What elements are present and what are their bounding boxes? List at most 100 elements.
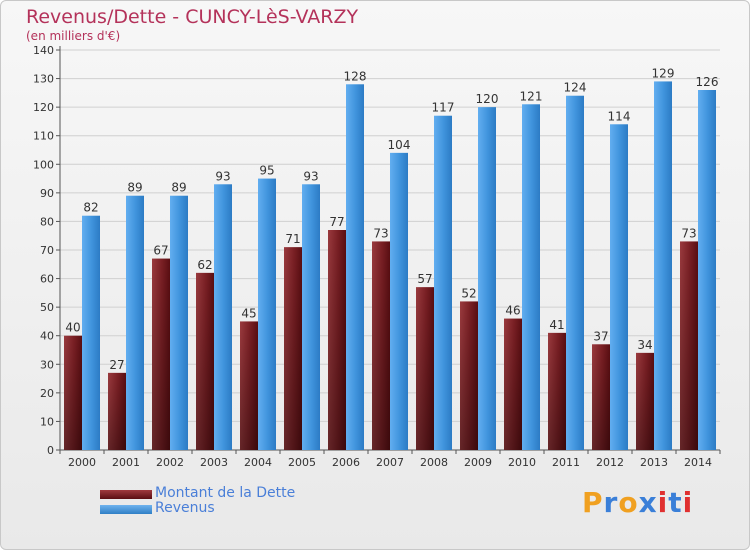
y-tick-label: 110	[33, 130, 54, 143]
y-tick-label: 100	[33, 158, 54, 171]
logo-letter: i	[682, 486, 694, 519]
logo-letter: t	[668, 486, 683, 519]
data-label-revenus: 126	[696, 75, 719, 89]
legend-label-revenus: Revenus	[155, 500, 215, 516]
x-tick-label: 2006	[332, 456, 360, 469]
bar-revenus	[566, 95, 584, 450]
y-tick-label: 80	[40, 215, 54, 228]
data-label-revenus: 82	[83, 201, 98, 215]
bar-revenus	[302, 184, 320, 451]
y-tick-label: 70	[40, 244, 54, 257]
bar-dette-shade	[680, 241, 698, 450]
logo-letter: x	[638, 486, 658, 519]
bar-revenus	[698, 90, 716, 450]
x-tick-label: 2001	[112, 456, 140, 469]
bar-revenus	[522, 104, 540, 451]
bar-revenus	[214, 184, 232, 451]
data-label-revenus: 128	[344, 69, 367, 83]
y-tick-label: 130	[33, 73, 54, 86]
y-tick-label: 0	[47, 444, 54, 457]
data-label-revenus: 93	[215, 169, 230, 183]
y-tick-label: 50	[40, 301, 54, 314]
bar-dette-shade	[328, 230, 346, 450]
logo-letter: i	[657, 486, 669, 519]
x-tick-label: 2008	[420, 456, 448, 469]
data-label-dette: 62	[197, 258, 212, 272]
bar-revenus	[126, 195, 144, 450]
x-tick-label: 2010	[508, 456, 536, 469]
data-label-revenus: 121	[520, 89, 543, 103]
legend-swatch-revenus	[100, 505, 152, 514]
bar-dette-shade	[416, 287, 434, 450]
x-tick-label: 2009	[464, 456, 492, 469]
legend-swatch-dette	[100, 490, 152, 499]
data-label-dette: 37	[593, 329, 608, 343]
bar-dette-shade	[504, 318, 522, 450]
bar-dette-shade	[108, 372, 126, 450]
data-label-dette: 73	[681, 226, 696, 240]
x-tick-label: 2003	[200, 456, 228, 469]
bar-dette-shade	[240, 321, 258, 450]
bar-dette-shade	[64, 335, 82, 450]
data-label-dette: 45	[241, 306, 256, 320]
x-tick-label: 2011	[552, 456, 580, 469]
data-label-dette: 41	[549, 318, 564, 332]
bar-dette-shade	[372, 241, 390, 450]
bar-dette-shade	[548, 332, 566, 450]
x-tick-label: 2012	[596, 456, 624, 469]
bar-revenus	[654, 81, 672, 450]
y-tick-label: 30	[40, 358, 54, 371]
bar-dette-shade	[284, 247, 302, 450]
y-tick-label: 40	[40, 330, 54, 343]
chart-title: Revenus/Dette - CUNCY-LèS-VARZY	[26, 6, 359, 28]
y-tick-label: 140	[33, 44, 54, 57]
bar-revenus	[390, 152, 408, 450]
y-tick-label: 20	[40, 387, 54, 400]
bar-revenus	[258, 178, 276, 451]
bar-revenus	[478, 107, 496, 451]
data-label-dette: 27	[109, 358, 124, 372]
data-label-dette: 34	[637, 338, 652, 352]
data-label-revenus: 124	[564, 81, 587, 95]
legend-label-dette: Montant de la Dette	[155, 485, 296, 501]
data-label-revenus: 117	[432, 101, 455, 115]
x-tick-label: 2013	[640, 456, 668, 469]
data-label-revenus: 104	[388, 138, 411, 152]
bar-revenus	[170, 195, 188, 450]
data-label-revenus: 114	[608, 109, 631, 123]
bar-dette-shade	[592, 344, 610, 450]
data-label-dette: 71	[285, 232, 300, 246]
x-tick-label: 2005	[288, 456, 316, 469]
y-tick-label: 90	[40, 187, 54, 200]
data-label-dette: 52	[461, 286, 476, 300]
y-tick-label: 60	[40, 273, 54, 286]
bar-revenus	[82, 215, 100, 450]
y-tick-label: 120	[33, 101, 54, 114]
bar-revenus	[434, 115, 452, 450]
data-label-revenus: 120	[476, 92, 499, 106]
x-tick-label: 2000	[68, 456, 96, 469]
logo-letter: r	[603, 486, 619, 519]
data-label-dette: 46	[505, 304, 520, 318]
data-label-dette: 57	[417, 272, 432, 286]
y-tick-label: 10	[40, 415, 54, 428]
data-label-dette: 73	[373, 226, 388, 240]
x-tick-label: 2014	[684, 456, 712, 469]
bar-dette-shade	[636, 352, 654, 450]
x-tick-label: 2004	[244, 456, 272, 469]
data-label-dette: 77	[329, 215, 344, 229]
bar-dette-shade	[152, 258, 170, 450]
data-label-revenus: 129	[652, 66, 675, 80]
data-label-revenus: 89	[171, 181, 186, 195]
bar-dette-shade	[196, 272, 214, 450]
proxiti-logo: Proxiti	[582, 486, 693, 519]
data-label-dette: 40	[65, 321, 80, 335]
bar-revenus	[346, 84, 364, 451]
bar-revenus	[610, 124, 628, 451]
x-tick-label: 2002	[156, 456, 184, 469]
data-label-revenus: 89	[127, 181, 142, 195]
data-label-revenus: 95	[259, 164, 274, 178]
data-label-dette: 67	[153, 244, 168, 258]
bar-dette-shade	[460, 301, 478, 450]
